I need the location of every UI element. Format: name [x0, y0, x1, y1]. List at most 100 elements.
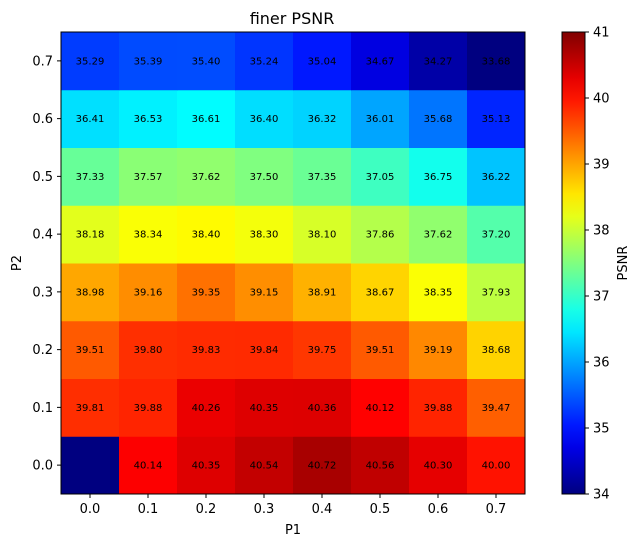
heatmap-cell: [177, 205, 236, 264]
heatmap-cell: [119, 320, 178, 379]
heatmap-cell: [351, 147, 410, 206]
cell-value-label: 37.86: [366, 230, 395, 241]
y-tick-label: 0.1: [32, 401, 53, 416]
x-tick-label: 0.6: [428, 502, 449, 517]
cell-value-label: 39.84: [250, 345, 279, 356]
heatmap-cell: [293, 89, 352, 148]
plot-frame: [60, 31, 526, 495]
heatmap-cell: [409, 89, 468, 148]
heatmap-cell-labels: 40.14 40.35 40.54 40.72 40.56 40.30 40.00 39.81…: [76, 56, 511, 471]
heatmap-cell: [235, 378, 294, 437]
cell-value-label: 36.01: [366, 114, 395, 125]
cell-value-label: 37.62: [192, 172, 221, 183]
colorbar-tick-label: 41: [593, 26, 610, 41]
cell-value-label: 38.91: [308, 287, 337, 298]
heatmap-cell: [61, 378, 120, 437]
cell-value-label: 36.53: [134, 114, 163, 125]
heatmap-cell: [235, 89, 294, 148]
colorbar-title: PSNR: [616, 246, 631, 281]
heatmap-cell: [235, 205, 294, 264]
heatmap-cell: [177, 32, 236, 91]
y-tick-label: 0.3: [32, 285, 53, 300]
heatmap-cell: [467, 263, 526, 322]
cell-value-label: 40.00: [482, 461, 511, 472]
cell-value-label: 40.30: [424, 461, 453, 472]
cell-value-label: 40.54: [250, 461, 279, 472]
cell-value-label: 37.05: [366, 172, 395, 183]
heatmap-cell: [351, 205, 410, 264]
heatmap-cell: [119, 436, 178, 495]
heatmap-cell: [467, 320, 526, 379]
colorbar-tick-label: 38: [593, 224, 610, 239]
cell-value-label: 37.50: [250, 172, 279, 183]
cell-value-label: 38.18: [76, 230, 105, 241]
cell-value-label: 36.40: [250, 114, 279, 125]
chart-title: finer PSNR: [250, 9, 335, 28]
cell-value-label: 35.39: [134, 56, 163, 67]
heatmap-cell: [119, 378, 178, 437]
cell-value-label: 36.61: [192, 114, 221, 125]
heatmap-cell: [119, 89, 178, 148]
colorbar-tick-label: 36: [593, 356, 610, 371]
x-tick-label: 0.4: [312, 502, 333, 517]
cell-value-label: 35.13: [482, 114, 511, 125]
heatmap-cell: [409, 263, 468, 322]
cell-value-label: 38.34: [134, 230, 163, 241]
cell-value-label: 38.10: [308, 230, 337, 241]
colorbar: [561, 31, 586, 495]
heatmap-cells: [61, 32, 526, 495]
heatmap-cell: [235, 147, 294, 206]
cell-value-label: 39.88: [424, 403, 453, 414]
heatmap-cell: [177, 320, 236, 379]
heatmap-cell: [61, 205, 120, 264]
heatmap-cell: [119, 32, 178, 91]
cell-value-label: 39.80: [134, 345, 163, 356]
cell-value-label: 39.19: [424, 345, 453, 356]
cell-value-label: 35.04: [308, 56, 337, 67]
x-tick-label: 0.7: [486, 502, 507, 517]
cell-value-label: 39.35: [192, 287, 221, 298]
cell-value-label: 35.68: [424, 114, 453, 125]
cell-value-label: 40.35: [192, 461, 221, 472]
y-tick-label: 0.4: [32, 228, 53, 243]
heatmap-cell: [119, 205, 178, 264]
cell-value-label: 36.22: [482, 172, 511, 183]
y-tick-label: 0.2: [32, 343, 53, 358]
y-tick-label: 0.0: [32, 459, 53, 474]
heatmap-cell: [409, 32, 468, 91]
heatmap-cell: [61, 320, 120, 379]
colorbar-tick-label: 37: [593, 290, 610, 305]
heatmap-cell: [467, 147, 526, 206]
heatmap-cell: [293, 263, 352, 322]
heatmap-cell: [177, 263, 236, 322]
heatmap-cell: [409, 205, 468, 264]
colorbar-tick-label: 40: [593, 92, 610, 107]
cell-value-label: 38.35: [424, 287, 453, 298]
colorbar-tick-label: 39: [593, 158, 610, 173]
y-tick-label: 0.7: [32, 54, 53, 69]
heatmap-cell: [409, 147, 468, 206]
heatmap-cell: [409, 436, 468, 495]
cell-value-label: 39.16: [134, 287, 163, 298]
colorbar-ticks: 34 35 36 37 38 39 40 41: [585, 26, 610, 503]
cell-value-label: 35.24: [250, 56, 279, 67]
heatmap-cell: [351, 436, 410, 495]
cell-value-label: 39.15: [250, 287, 279, 298]
x-axis: 0.0 0.1 0.2 0.3 0.4 0.5 0.6 0.7: [80, 494, 507, 517]
cell-value-label: 40.12: [366, 403, 395, 414]
heatmap-cell: [177, 147, 236, 206]
cell-value-label: 40.72: [308, 461, 337, 472]
x-axis-title: P1: [285, 523, 301, 538]
cell-value-label: 37.62: [424, 230, 453, 241]
cell-value-label: 36.75: [424, 172, 453, 183]
y-tick-label: 0.5: [32, 170, 53, 185]
y-tick-label: 0.6: [32, 112, 53, 127]
heatmap-cell: [351, 378, 410, 437]
heatmap-cell: [293, 205, 352, 264]
cell-value-label: 35.40: [192, 56, 221, 67]
colorbar-tick-label: 35: [593, 422, 610, 437]
heatmap-cell: [293, 320, 352, 379]
cell-value-label: 40.14: [134, 461, 163, 472]
